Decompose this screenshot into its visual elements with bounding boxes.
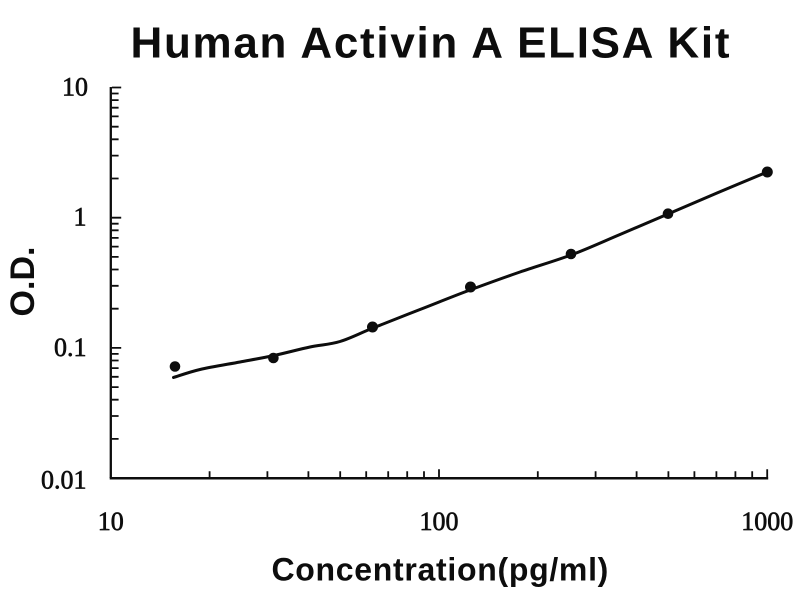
svg-text:0.1: 0.1 xyxy=(54,333,87,362)
svg-text:O.D.: O.D. xyxy=(4,247,42,317)
svg-text:100: 100 xyxy=(420,507,459,536)
svg-text:Concentration(pg/ml): Concentration(pg/ml) xyxy=(272,552,610,588)
svg-text:Human Activin A ELISA Kit: Human Activin A ELISA Kit xyxy=(131,19,732,68)
svg-text:1: 1 xyxy=(74,203,87,232)
svg-text:0.01: 0.01 xyxy=(41,466,87,495)
svg-text:10: 10 xyxy=(98,507,124,536)
svg-text:10: 10 xyxy=(62,73,88,102)
svg-text:1000: 1000 xyxy=(741,507,793,536)
